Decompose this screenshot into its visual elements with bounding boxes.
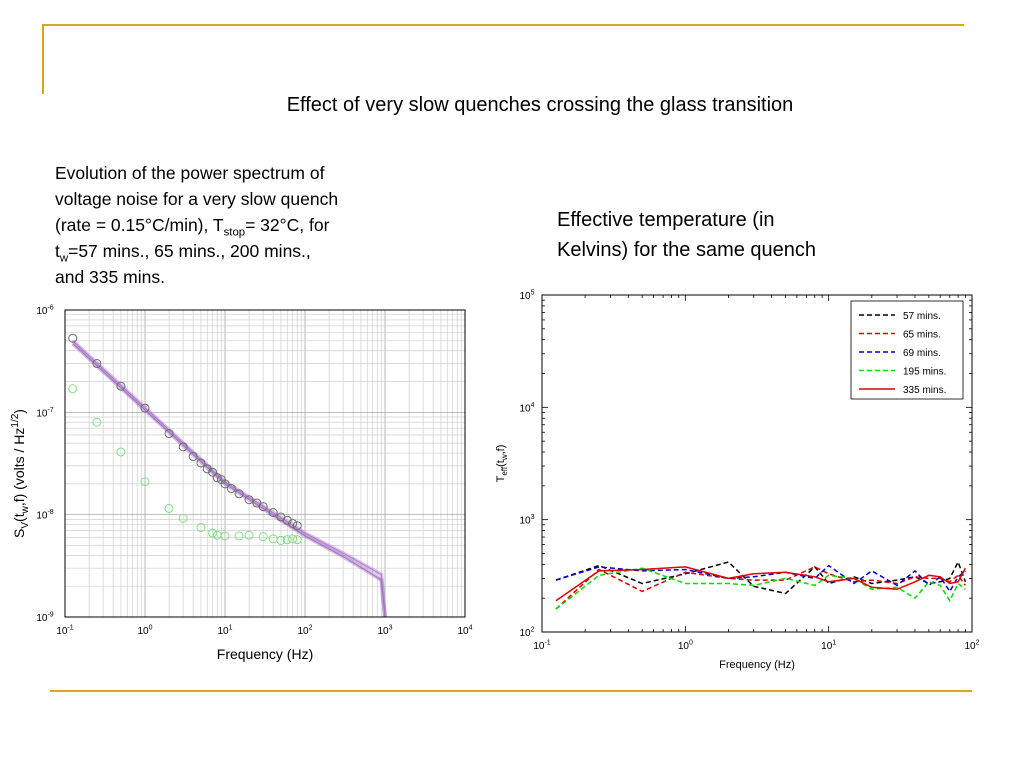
caption-line: (rate = 0.15°C/min), Tstop= 32°C, for <box>55 215 330 239</box>
series-line <box>555 567 966 610</box>
x-tick-label: 10-1 <box>533 640 550 653</box>
data-point <box>288 518 298 528</box>
data-point <box>116 381 126 391</box>
series-line <box>555 566 967 610</box>
data-point <box>268 507 278 517</box>
data-point <box>140 403 150 413</box>
legend-label: 69 mins. <box>903 348 941 359</box>
y-axis-label: Teff(tw,f) <box>495 445 509 483</box>
x-tick-label: 100 <box>678 640 693 653</box>
data-point <box>202 464 212 474</box>
legend-label: 195 mins. <box>903 367 946 378</box>
x-axis-label: Frequency (Hz) <box>217 646 313 662</box>
data-point <box>92 417 102 427</box>
data-point <box>292 535 302 545</box>
caption-line: voltage noise for a very slow quench <box>55 189 339 209</box>
x-tick-label: 101 <box>821 640 836 653</box>
y-tick-label: 103 <box>519 514 534 527</box>
y-tick-label: 104 <box>519 402 534 415</box>
power-spectrum-chart: 10-1 100 101 102 103 104 10-9 10-8 10-7 10-6 Frequ… <box>10 305 473 663</box>
y-tick-label: 10-8 <box>36 509 53 522</box>
plot-area <box>65 310 465 617</box>
data-point <box>244 495 254 505</box>
x-tick-label: 104 <box>457 625 472 638</box>
data-point <box>234 531 244 541</box>
x-tick-label: 10-1 <box>56 625 73 638</box>
data-point <box>68 333 78 343</box>
series-line <box>555 564 966 593</box>
x-tick-label: 102 <box>964 640 979 653</box>
data-point <box>276 535 286 545</box>
data-point <box>178 513 188 523</box>
data-point <box>196 522 206 532</box>
y-tick-label: 10-6 <box>36 305 53 318</box>
x-tick-label: 100 <box>137 625 152 638</box>
data-point <box>226 484 236 494</box>
bottom-accent-line <box>50 690 972 692</box>
caption-line: and 335 mins. <box>55 267 165 287</box>
x-axis-label: Frequency (Hz) <box>719 659 795 671</box>
legend-label: 65 mins. <box>903 330 941 341</box>
data-point <box>220 531 230 541</box>
y-tick-label: 10-9 <box>36 612 53 625</box>
data-point <box>258 532 268 542</box>
data-point <box>234 489 244 499</box>
right-chart-caption: Effective temperature (in Kelvins) for t… <box>557 205 917 265</box>
caption-line: Kelvins) for the same quench <box>557 239 817 261</box>
caption-line: Evolution of the power spectrum of <box>55 163 325 183</box>
data-point <box>140 477 150 487</box>
data-point <box>258 502 268 512</box>
series-line <box>555 566 967 602</box>
spectrum-line <box>72 343 386 618</box>
y-axis-label: SV(tw,f) (volts / Hz1/2) <box>10 409 31 538</box>
data-point <box>188 452 198 462</box>
data-point <box>68 384 78 394</box>
legend-box <box>850 300 964 400</box>
data-point <box>244 530 254 540</box>
data-point <box>212 473 222 483</box>
legend-label: 57 mins. <box>903 311 941 322</box>
y-tick-label: 105 <box>519 290 534 303</box>
data-point <box>208 467 218 477</box>
plot-frame <box>64 309 466 618</box>
data-point <box>92 359 102 369</box>
caption-line: Effective temperature (in <box>557 209 775 231</box>
data-point <box>178 442 188 452</box>
x-tick-label: 101 <box>217 625 232 638</box>
data-point <box>196 458 206 468</box>
data-point <box>164 429 174 439</box>
x-tick-label: 102 <box>297 625 312 638</box>
caption-line: tw=57 mins., 65 mins., 200 mins., <box>55 241 311 265</box>
left-chart-caption: Evolution of the power spectrum of volta… <box>55 160 435 290</box>
legend-label: 335 mins. <box>903 385 946 396</box>
data-point <box>288 534 298 544</box>
y-tick-label: 10-7 <box>36 407 53 420</box>
slide-title: Effect of very slow quenches crossing th… <box>286 94 794 116</box>
top-accent-line <box>42 24 964 26</box>
data-point <box>164 503 174 513</box>
data-point <box>282 515 292 525</box>
x-tick-label: 103 <box>377 625 392 638</box>
data-point <box>208 528 218 538</box>
data-point <box>220 479 230 489</box>
effective-temperature-chart: 10-1 100 101 102 102 103 104 105 Frequency (Hz) T… <box>495 290 980 672</box>
data-point <box>116 447 126 457</box>
data-point <box>282 535 292 545</box>
data-point <box>292 521 302 531</box>
y-tick-label: 102 <box>519 627 534 640</box>
left-accent-line <box>42 24 44 94</box>
